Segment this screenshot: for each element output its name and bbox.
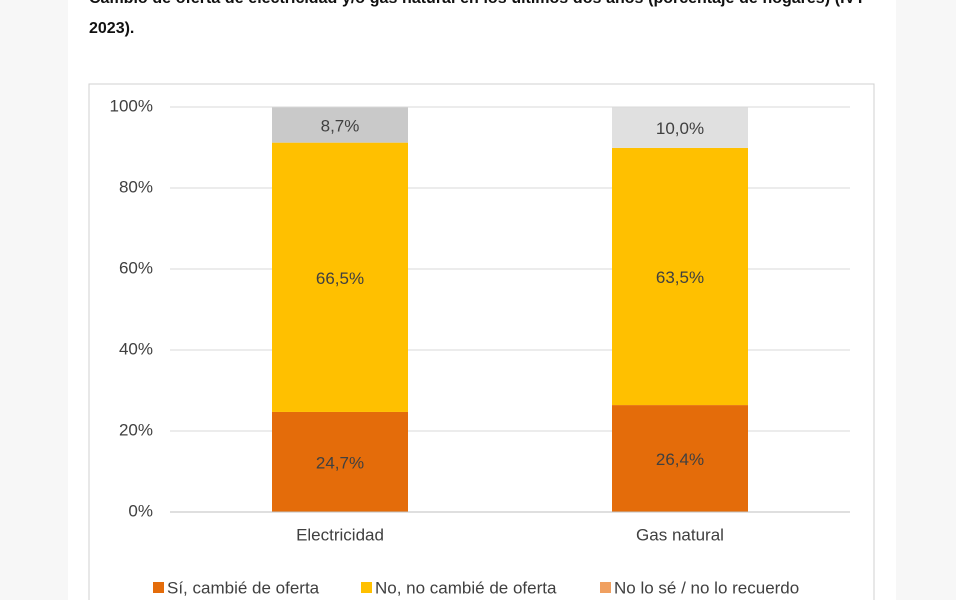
y-tick-label: 0% (128, 501, 153, 520)
x-tick-label: Electricidad (296, 525, 384, 544)
bar-segment (612, 107, 748, 148)
bar-segment (612, 405, 748, 512)
y-tick-label: 20% (119, 420, 153, 439)
y-tick-label: 100% (110, 96, 153, 115)
legend-marker (600, 582, 611, 593)
legend-label: Sí, cambié de oferta (167, 578, 320, 597)
legend-label: No lo sé / no lo recuerdo (614, 578, 799, 597)
legend-marker (361, 582, 372, 593)
bar-segment (272, 107, 408, 143)
chart-frame (88, 83, 875, 600)
legend-label: No, no cambié de oferta (375, 578, 557, 597)
bar-segment (272, 142, 408, 412)
bar-segment (272, 411, 408, 512)
data-label: 10,0% (656, 119, 704, 138)
x-tick-label: Gas natural (636, 525, 724, 544)
data-label: 24,7% (316, 453, 364, 472)
y-tick-label: 60% (119, 258, 153, 277)
data-label: 63,5% (656, 268, 704, 287)
y-tick-label: 80% (119, 177, 153, 196)
y-tick-label: 40% (119, 339, 153, 358)
bar-segment (612, 147, 748, 406)
data-label: 26,4% (656, 450, 704, 469)
data-label: 66,5% (316, 269, 364, 288)
data-label: 8,7% (321, 117, 360, 136)
legend-marker (153, 582, 164, 593)
caption: Cambio de oferta de electricidad y/o gas… (89, 0, 875, 37)
